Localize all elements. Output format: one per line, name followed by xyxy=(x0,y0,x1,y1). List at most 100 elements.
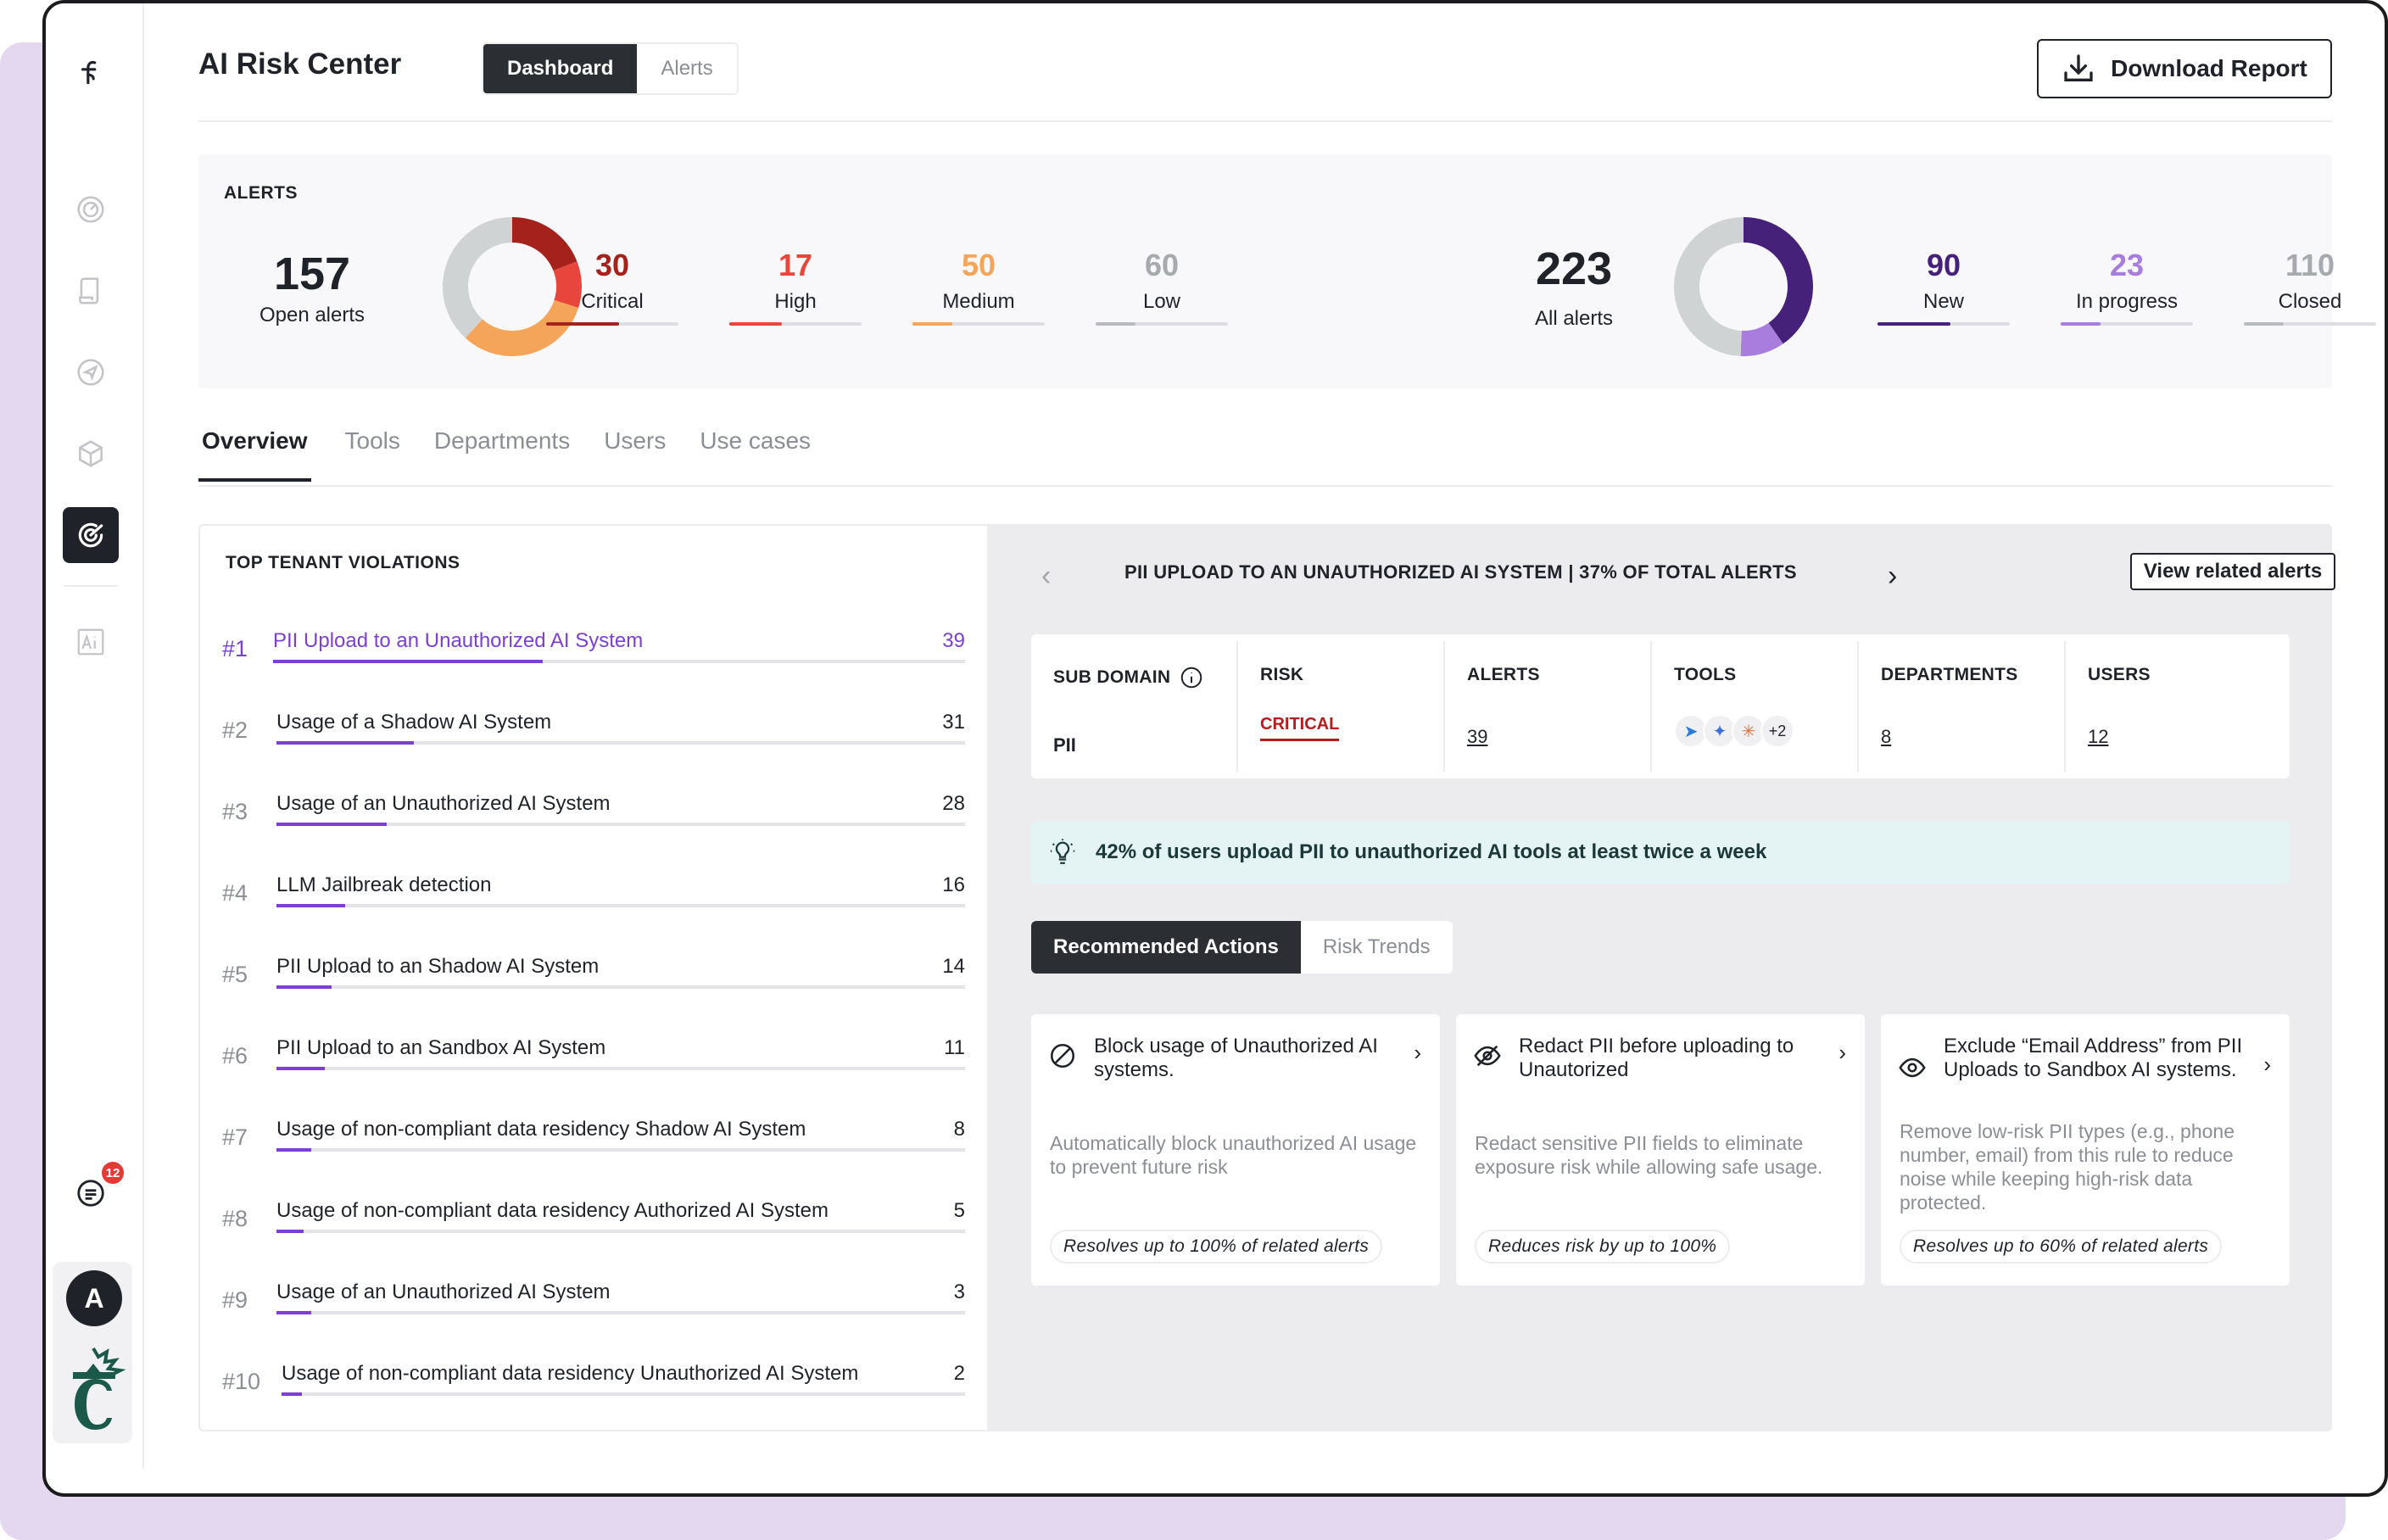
violation-bar-fill xyxy=(276,823,387,826)
violation-row[interactable]: #8 Usage of non-compliant data residency … xyxy=(222,1180,965,1253)
violation-row[interactable]: #6 PII Upload to an Sandbox AI System 11 xyxy=(222,1018,965,1091)
ai-text-icon[interactable] xyxy=(63,614,119,670)
dashboard-gauge-icon[interactable] xyxy=(63,181,119,237)
severity-stat-value: 60 xyxy=(1144,248,1180,282)
users-link[interactable]: 12 xyxy=(2088,726,2109,747)
severity-slice-low[interactable] xyxy=(443,217,512,338)
severity-high-stat[interactable]: 17 High xyxy=(729,248,862,326)
severity-stat-bar-fill xyxy=(729,322,783,326)
violation-row[interactable]: #7 Usage of non-compliant data residency … xyxy=(222,1099,965,1172)
status-slice-in-progress[interactable] xyxy=(1740,322,1783,356)
tab-recommended-actions[interactable]: Recommended Actions xyxy=(1031,921,1301,974)
violation-name: Usage of an Unauthorized AI System xyxy=(276,792,611,815)
violation-rank: #10 xyxy=(222,1369,261,1394)
avatar[interactable]: A xyxy=(66,1270,122,1326)
tab-use-cases[interactable]: Use cases xyxy=(700,427,812,454)
status-new-stat[interactable]: 90 New xyxy=(1877,248,2010,326)
view-related-alerts-button[interactable]: View related alerts xyxy=(2130,553,2335,590)
view-switcher: Dashboard Alerts xyxy=(482,42,739,95)
severity-slice-high[interactable] xyxy=(553,261,582,309)
ai-risk-target-icon[interactable] xyxy=(63,507,119,563)
previous-violation-button[interactable]: ‹ xyxy=(1041,560,1052,592)
violation-count: 8 xyxy=(953,1118,965,1141)
open-alerts-label: Open alerts xyxy=(259,304,365,326)
cube-icon[interactable] xyxy=(63,426,119,482)
tab-tools[interactable]: Tools xyxy=(344,427,400,454)
risk-badge: CRITICAL xyxy=(1260,715,1340,741)
departments-link[interactable]: 8 xyxy=(1881,726,1892,747)
severity-stat-label: High xyxy=(774,290,817,313)
violation-bar xyxy=(276,741,965,745)
tools-avatars[interactable]: ➤ ✦ ✳ +2 xyxy=(1674,714,1794,748)
status-slice-new[interactable] xyxy=(1744,217,1813,344)
severity-critical-stat[interactable]: 30 Critical xyxy=(546,248,678,326)
violation-rank: #5 xyxy=(222,962,248,987)
status-stat-value: 90 xyxy=(1926,248,1961,282)
violation-row[interactable]: #1 PII Upload to an Unauthorized AI Syste… xyxy=(222,611,965,684)
notification-badge: 12 xyxy=(100,1160,126,1186)
severity-stat-value: 50 xyxy=(961,248,996,282)
action-title: Redact PII before uploading to Unautoriz… xyxy=(1519,1035,1794,1081)
violation-rank: #3 xyxy=(222,799,248,824)
violation-count: 28 xyxy=(942,792,965,815)
chevron-right-icon: › xyxy=(1838,1040,1846,1065)
action-card-block-unauthorized[interactable]: Block usage of Unauthorized AI systems. … xyxy=(1031,1014,1440,1286)
info-icon[interactable] xyxy=(1179,665,1204,690)
severity-stat-bar xyxy=(729,322,862,326)
tab-risk-trends[interactable]: Risk Trends xyxy=(1300,921,1453,974)
severity-medium-stat[interactable]: 50 Medium xyxy=(912,248,1045,326)
eye-off-icon xyxy=(1474,1045,1501,1067)
risk-column: RISK CRITICAL xyxy=(1238,641,1445,772)
violation-bar-fill xyxy=(276,1148,311,1152)
status-stat-bar xyxy=(2244,322,2376,326)
brand-logo-icon[interactable] xyxy=(63,44,119,100)
next-violation-button[interactable]: › xyxy=(1888,560,1898,592)
alerts-link[interactable]: 39 xyxy=(1467,726,1488,747)
violation-row[interactable]: #4 LLM Jailbreak detection 16 xyxy=(222,855,965,928)
violation-row[interactable]: #5 PII Upload to an Shadow AI System 14 xyxy=(222,936,965,1009)
severity-stat-value: 17 xyxy=(778,248,813,282)
violation-bar-fill xyxy=(276,904,346,907)
alerts-column: ALERTS 39 xyxy=(1445,641,1652,772)
risk-header: RISK xyxy=(1260,665,1304,684)
tools-more-count: +2 xyxy=(1760,714,1794,748)
violation-bar xyxy=(276,985,965,989)
tab-dashboard[interactable]: Dashboard xyxy=(483,44,638,93)
tab-overview[interactable]: Overview xyxy=(198,427,311,482)
status-in-progress-stat[interactable]: 23 In progress xyxy=(2061,248,2193,326)
severity-stat-bar xyxy=(912,322,1045,326)
users-column: USERS 12 xyxy=(2066,641,2273,772)
account-panel: A xyxy=(53,1262,132,1443)
top-tenant-violations-panel: TOP TENANT VIOLATIONS #1 PII Upload to an… xyxy=(198,524,989,1431)
severity-stat-bar-fill xyxy=(546,322,619,326)
status-slice-closed[interactable] xyxy=(1674,217,1744,356)
departments-header: DEPARTMENTS xyxy=(1881,665,2018,684)
action-impact-pill: Resolves up to 100% of related alerts xyxy=(1050,1230,1383,1264)
policy-scroll-icon[interactable] xyxy=(63,263,119,319)
download-report-button[interactable]: Download Report xyxy=(2037,39,2332,98)
download-report-label: Download Report xyxy=(2111,55,2307,81)
subdomain-header: SUB DOMAIN xyxy=(1053,667,1171,687)
notifications-icon[interactable]: 12 xyxy=(63,1160,126,1221)
status-stat-bar-fill xyxy=(1877,322,1950,326)
action-title: Exclude “Email Address” from PII Uploads… xyxy=(1944,1035,2243,1081)
tab-alerts[interactable]: Alerts xyxy=(637,44,737,93)
violation-row[interactable]: #3 Usage of an Unauthorized AI System 28 xyxy=(222,773,965,846)
severity-slice-critical[interactable] xyxy=(512,217,577,271)
violation-name: PII Upload to an Sandbox AI System xyxy=(276,1036,606,1059)
tab-departments[interactable]: Departments xyxy=(433,427,571,454)
violation-name: Usage of non-compliant data residency Un… xyxy=(282,1362,859,1385)
severity-low-stat[interactable]: 60 Low xyxy=(1096,248,1228,326)
action-card-exclude-email[interactable]: Exclude “Email Address” from PII Uploads… xyxy=(1881,1014,2290,1286)
severity-slice-medium[interactable] xyxy=(465,299,579,356)
violation-row[interactable]: #10 Usage of non-compliant data residency… xyxy=(222,1343,965,1416)
violation-row[interactable]: #2 Usage of a Shadow AI System 31 xyxy=(222,692,965,765)
violation-rank: #2 xyxy=(222,717,248,743)
tab-users[interactable]: Users xyxy=(604,427,667,454)
send-icon[interactable] xyxy=(63,344,119,400)
tools-header: TOOLS xyxy=(1674,665,1737,684)
action-card-redact-pii[interactable]: Redact PII before uploading to Unautoriz… xyxy=(1456,1014,1865,1286)
violation-bar-fill xyxy=(276,1311,311,1314)
violation-row[interactable]: #9 Usage of an Unauthorized AI System 3 xyxy=(222,1262,965,1335)
status-closed-stat[interactable]: 110 Closed xyxy=(2244,248,2376,326)
